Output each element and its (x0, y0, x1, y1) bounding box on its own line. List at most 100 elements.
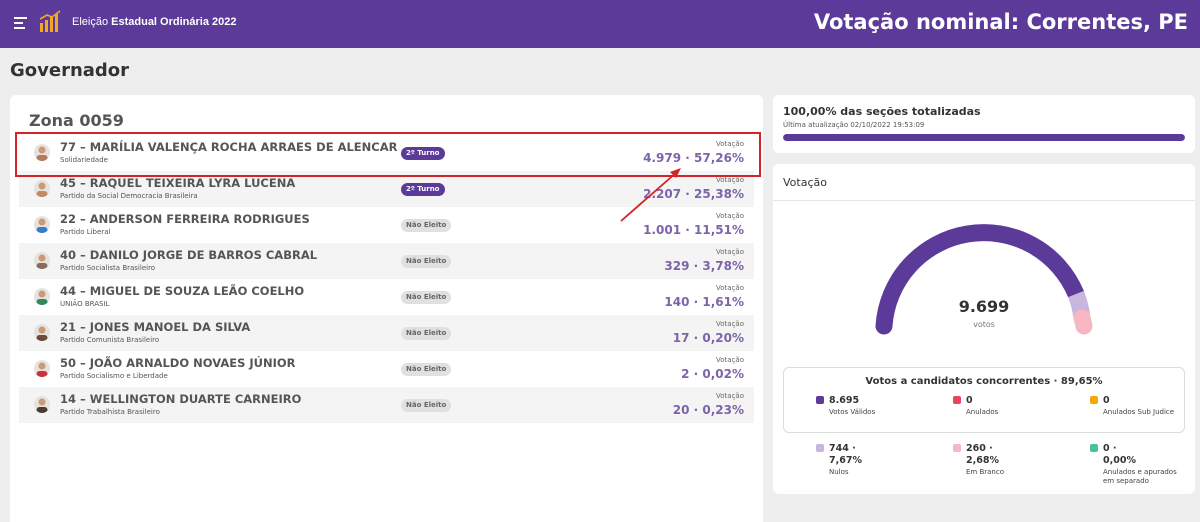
app-title-name: Estadual Ordinária 2022 (111, 16, 237, 28)
page-title: Votação nominal: Correntes, PE (813, 10, 1188, 34)
votes-label: Votação (716, 248, 744, 256)
annotation-arrow-icon (620, 168, 681, 222)
candidate-name: 14 – WELLINGTON DUARTE CARNEIRO (60, 392, 302, 406)
gauge-valid-arc (875, 224, 1085, 335)
candidate-party: Solidariedade (60, 156, 108, 164)
candidate-row[interactable]: 77 – MARÍLIA VALENÇA ROCHA ARRAES DE ALE… (19, 135, 754, 171)
gauge-blank-arc (1073, 309, 1093, 335)
votes-value: 329 · 3,78% (664, 259, 744, 273)
candidate-list: 77 – MARÍLIA VALENÇA ROCHA ARRAES DE ALE… (19, 135, 754, 423)
total-votes: 9.699 (958, 297, 1010, 316)
status-badge: Não Eleito (401, 219, 452, 232)
candidate-avatar (34, 360, 50, 377)
status-badge: Não Eleito (401, 363, 452, 376)
candidate-party: Partido Socialista Brasileiro (60, 264, 156, 272)
candidate-row[interactable]: 45 – RAQUEL TEIXEIRA LYRA LUCENA Partido … (19, 171, 754, 207)
candidate-row[interactable]: 44 – MIGUEL DE SOUZA LEÃO COELHO UNIÃO BR… (19, 279, 754, 315)
candidates-card: Zona 0059 77 – MARÍLIA VALENÇA ROCHA ARR… (10, 95, 763, 522)
candidate-name: 50 – JOÃO ARNALDO NOVAES JÚNIOR (60, 356, 296, 370)
votes-label: Votação (716, 140, 744, 148)
candidate-avatar (34, 216, 50, 233)
votes-value: 4.979 · 57,26% (643, 151, 744, 165)
votes-gauge (875, 224, 1093, 335)
candidate-row[interactable]: 21 – JONES MANOEL DA SILVA Partido Comuni… (19, 315, 754, 351)
candidate-avatar (34, 252, 50, 269)
zona-title: Zona 0059 (29, 111, 124, 130)
totalization-title: 100,00% das seções totalizadas (783, 105, 981, 118)
app-title-prefix: Eleição (72, 16, 109, 28)
candidate-name: 21 – JONES MANOEL DA SILVA (60, 320, 251, 334)
candidate-name: 77 – MARÍLIA VALENÇA ROCHA ARRAES DE ALE… (60, 140, 398, 154)
votes-label: Votação (716, 284, 744, 292)
candidate-party: UNIÃO BRASIL (60, 300, 110, 308)
candidate-name: 40 – DANILO JORGE DE BARROS CABRAL (60, 248, 318, 262)
votes-label: Votação (716, 212, 744, 220)
last-update: Última atualização 02/10/2022 19:53:09 (783, 121, 925, 129)
stat-label: Votos Válidos (829, 408, 876, 416)
votes-label: Votação (716, 320, 744, 328)
votes-label: Votação (716, 176, 744, 184)
progress-fill (783, 134, 1185, 141)
stat-label: Anulados Sub Judice (1103, 408, 1175, 416)
candidate-name: 22 – ANDERSON FERREIRA RODRIGUES (60, 212, 310, 226)
stat-label: Anulados (966, 408, 999, 416)
divider (773, 200, 1195, 201)
stat-value: 0 (1103, 395, 1110, 406)
stat-value: 0 (966, 395, 973, 406)
candidate-row[interactable]: 40 – DANILO JORGE DE BARROS CABRAL Partid… (19, 243, 754, 279)
bar-chart-logo-icon (39, 10, 61, 32)
candidate-avatar (34, 144, 50, 161)
top-bar: Eleição Estadual Ordinária 2022 Votação … (0, 0, 1200, 48)
candidate-party: Partido Socialismo e Liberdade (60, 372, 168, 380)
app-title: Eleição Estadual Ordinária 2022 (72, 16, 236, 28)
legend-swatch (816, 444, 824, 452)
votes-value: 2 · 0,02% (681, 367, 744, 381)
candidate-party: Partido da Social Democracia Brasileira (60, 192, 198, 200)
status-badge: Não Eleito (401, 327, 452, 340)
stat-label: Anulados e apurados em separado (1103, 468, 1177, 485)
votes-value: 2.207 · 25,38% (643, 187, 744, 201)
legend-swatch (1090, 396, 1098, 404)
highlight-box (15, 132, 761, 177)
candidate-party: Partido Comunista Brasileiro (60, 336, 160, 344)
stat-label: Em Branco (966, 468, 1005, 476)
candidate-avatar (34, 396, 50, 413)
status-badge: Não Eleito (401, 291, 452, 304)
votes-label: Votação (716, 392, 744, 400)
votes-value: 140 · 1,61% (664, 295, 744, 309)
status-badge: 2º Turno (401, 183, 445, 196)
stats-box: Votos a candidatos concorrentes · 89,65% (783, 367, 1185, 433)
candidate-name: 44 – MIGUEL DE SOUZA LEÃO COELHO (60, 284, 305, 298)
votes-value: 20 · 0,23% (672, 403, 744, 417)
legend-swatch (953, 444, 961, 452)
total-votes-unit: votos (973, 320, 995, 329)
candidate-row[interactable]: 50 – JOÃO ARNALDO NOVAES JÚNIOR Partido S… (19, 351, 754, 387)
stat-value: 0 · 0,00% (1103, 443, 1136, 466)
legend-swatch (953, 396, 961, 404)
legend-swatch (816, 396, 824, 404)
candidate-avatar (34, 180, 50, 197)
stat-value: 260 · 2,68% (966, 443, 999, 466)
candidate-party: Partido Liberal (60, 228, 111, 236)
candidate-avatar (34, 288, 50, 305)
candidate-name: 45 – RAQUEL TEIXEIRA LYRA LUCENA (60, 176, 296, 190)
stat-value: 8.695 (829, 395, 860, 406)
candidate-avatar (34, 324, 50, 341)
stat-value: 744 · 7,67% (829, 443, 862, 466)
progress-bar (783, 134, 1185, 141)
menu-icon[interactable] (14, 17, 27, 29)
votes-label: Votação (716, 356, 744, 364)
stat-label: Nulos (829, 468, 849, 476)
status-badge: 2º Turno (401, 147, 445, 160)
candidate-party: Partido Trabalhista Brasileiro (60, 408, 160, 416)
stats-title: Votos a candidatos concorrentes · 89,65% (865, 376, 1103, 387)
section-title: Governador (10, 60, 130, 81)
votes-value: 1.001 · 11,51% (643, 223, 744, 237)
legend-swatch (1090, 444, 1098, 452)
status-badge: Não Eleito (401, 399, 452, 412)
candidate-row[interactable]: 14 – WELLINGTON DUARTE CARNEIRO Partido T… (19, 387, 754, 423)
votes-value: 17 · 0,20% (672, 331, 744, 345)
candidate-row[interactable]: 22 – ANDERSON FERREIRA RODRIGUES Partido … (19, 207, 754, 243)
totalization-card: 100,00% das seções totalizadas Última at… (773, 95, 1195, 153)
vote-card: Votação 9.699 votos Votos a candidatos c… (773, 164, 1195, 494)
